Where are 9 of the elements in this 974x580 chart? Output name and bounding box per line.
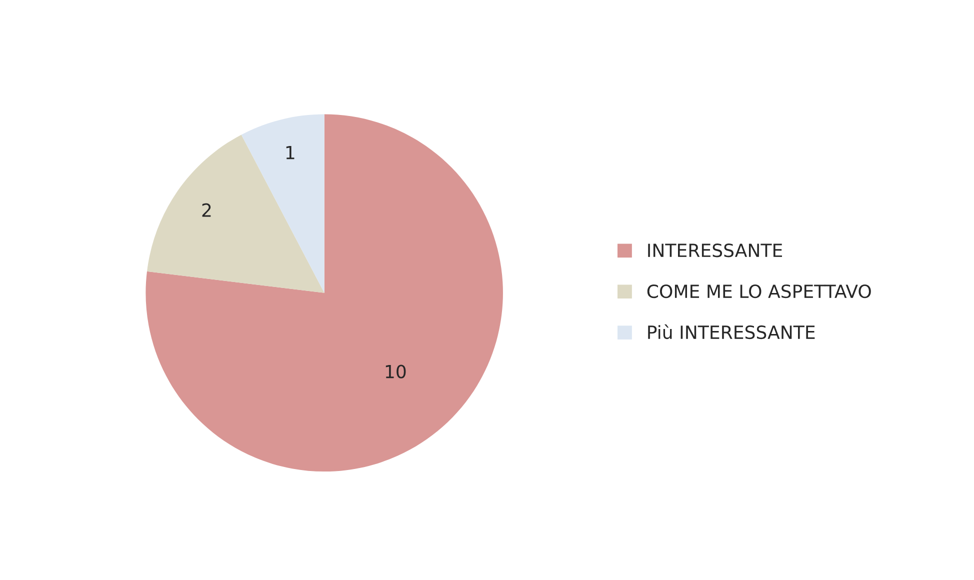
legend-label: INTERESSANTE: [648, 244, 782, 258]
data-label: 10: [386, 364, 406, 378]
legend-label: Più INTERESSANTE: [648, 324, 815, 340]
data-label: 1: [286, 146, 294, 160]
legend-label: COME ME LO ASPETTAVO: [647, 284, 871, 298]
data-label: 2: [202, 203, 211, 217]
pie-slice: [241, 114, 324, 293]
pie-slice: [146, 114, 503, 472]
pie-slice: [147, 134, 324, 293]
